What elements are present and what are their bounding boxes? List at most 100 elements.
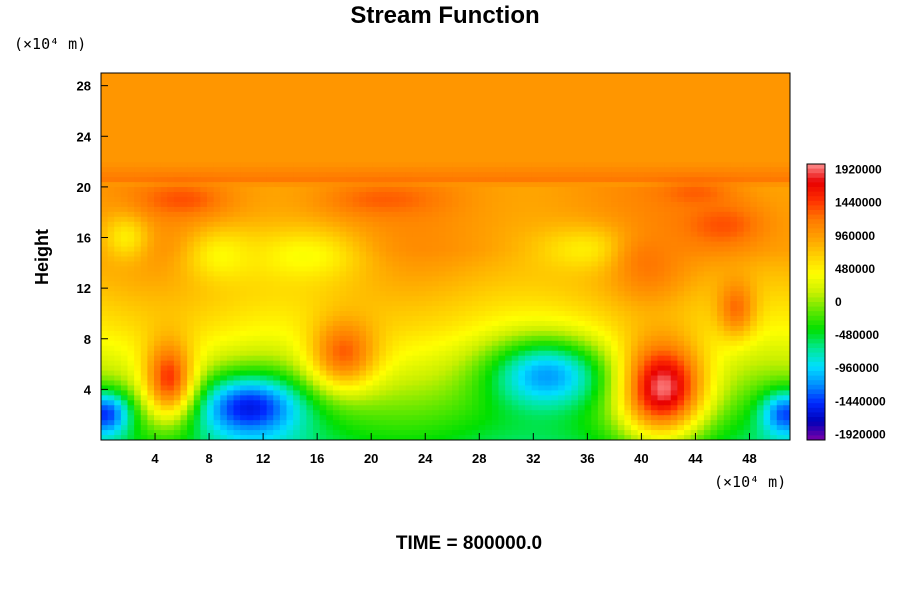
heatmap-cell bbox=[293, 122, 301, 129]
heatmap-cell bbox=[670, 231, 678, 238]
heatmap-cell bbox=[399, 196, 407, 203]
heatmap-cell bbox=[737, 117, 745, 124]
heatmap-cell bbox=[597, 117, 606, 124]
heatmap-cell bbox=[558, 122, 566, 129]
heatmap-cell bbox=[670, 241, 678, 248]
heatmap-cell bbox=[233, 196, 241, 203]
heatmap-cell bbox=[246, 82, 254, 89]
heatmap-cell bbox=[525, 132, 533, 139]
heatmap-cell bbox=[293, 271, 301, 277]
heatmap-cell bbox=[763, 301, 771, 307]
heatmap-cell bbox=[154, 187, 162, 193]
heatmap-cell bbox=[743, 77, 751, 84]
heatmap-cell bbox=[511, 107, 519, 114]
heatmap-cell bbox=[134, 286, 142, 292]
heatmap-cell bbox=[412, 92, 420, 99]
heatmap-cell bbox=[631, 192, 639, 198]
heatmap-cell bbox=[193, 132, 201, 139]
heatmap-cell bbox=[511, 251, 519, 258]
heatmap-cell bbox=[266, 142, 274, 148]
heatmap-cell bbox=[551, 306, 559, 312]
heatmap-cell bbox=[240, 246, 248, 253]
heatmap-cell bbox=[306, 182, 314, 188]
heatmap-cell bbox=[379, 211, 387, 218]
heatmap-cell bbox=[286, 187, 294, 193]
heatmap-cell bbox=[591, 132, 599, 139]
heatmap-cell bbox=[313, 162, 321, 168]
heatmap-cell bbox=[326, 296, 334, 302]
heatmap-cell bbox=[101, 306, 109, 312]
heatmap-cell bbox=[114, 142, 122, 148]
heatmap-cell bbox=[564, 167, 572, 173]
heatmap-cell bbox=[452, 142, 460, 148]
heatmap-cell bbox=[293, 147, 301, 153]
heatmap-cell bbox=[332, 221, 341, 228]
heatmap-cell bbox=[710, 172, 718, 178]
heatmap-cell bbox=[637, 117, 645, 124]
heatmap-cell bbox=[445, 92, 453, 99]
heatmap-cell bbox=[650, 211, 659, 218]
heatmap-cell bbox=[147, 102, 155, 109]
heatmap-cell bbox=[730, 142, 738, 148]
heatmap-cell bbox=[770, 276, 778, 282]
heatmap-cell bbox=[538, 301, 546, 307]
heatmap-cell bbox=[432, 117, 440, 124]
heatmap-cell bbox=[538, 102, 546, 109]
heatmap-cell bbox=[511, 127, 519, 134]
heatmap-cell bbox=[226, 122, 235, 129]
heatmap-cell bbox=[399, 276, 407, 282]
heatmap-cell bbox=[180, 162, 188, 168]
heatmap-cell bbox=[624, 192, 632, 198]
heatmap-cell bbox=[571, 236, 579, 243]
heatmap-cell bbox=[551, 241, 559, 248]
heatmap-cell bbox=[723, 231, 731, 238]
heatmap-cell bbox=[491, 192, 500, 198]
heatmap-cell bbox=[452, 187, 460, 193]
heatmap-cell bbox=[332, 276, 341, 282]
heatmap-cell bbox=[293, 261, 301, 268]
heatmap-cell bbox=[385, 281, 394, 287]
heatmap-cell bbox=[717, 306, 725, 312]
heatmap-cell bbox=[730, 137, 738, 144]
heatmap-cell bbox=[591, 221, 599, 228]
heatmap-cell bbox=[558, 177, 566, 183]
heatmap-cell bbox=[246, 92, 254, 99]
heatmap-cell bbox=[405, 211, 413, 218]
heatmap-cell bbox=[703, 231, 712, 238]
heatmap-cell bbox=[392, 221, 400, 228]
heatmap-cell bbox=[240, 92, 248, 99]
heatmap-cell bbox=[717, 167, 725, 173]
heatmap-cell bbox=[597, 196, 606, 203]
heatmap-cell bbox=[472, 246, 480, 253]
heatmap-cell bbox=[538, 201, 546, 208]
heatmap-cell bbox=[650, 266, 659, 272]
heatmap-cell bbox=[631, 167, 639, 173]
heatmap-cell bbox=[737, 231, 745, 238]
heatmap-cell bbox=[644, 177, 652, 183]
heatmap-cell bbox=[346, 137, 354, 144]
heatmap-cell bbox=[226, 306, 235, 312]
heatmap-cell bbox=[544, 251, 553, 258]
heatmap-cell bbox=[120, 167, 129, 173]
heatmap-cell bbox=[491, 82, 500, 89]
heatmap-cell bbox=[173, 177, 182, 183]
heatmap-cell bbox=[445, 152, 453, 158]
heatmap-cell bbox=[544, 87, 553, 94]
heatmap-cell bbox=[346, 147, 354, 153]
heatmap-cell bbox=[352, 266, 360, 272]
heatmap-cell bbox=[452, 221, 460, 228]
heatmap-cell bbox=[677, 127, 685, 134]
heatmap-cell bbox=[399, 142, 407, 148]
heatmap-cell bbox=[154, 177, 162, 183]
heatmap-cell bbox=[438, 112, 447, 119]
heatmap-cell bbox=[770, 306, 778, 312]
heatmap-cell bbox=[279, 102, 288, 109]
heatmap-cell bbox=[207, 241, 215, 248]
heatmap-cell bbox=[657, 157, 665, 163]
heatmap-cell bbox=[624, 196, 632, 203]
heatmap-cell bbox=[657, 172, 665, 178]
heatmap-cell bbox=[617, 246, 625, 253]
heatmap-cell bbox=[578, 167, 586, 173]
heatmap-cell bbox=[339, 261, 347, 268]
heatmap-cell bbox=[750, 162, 758, 168]
